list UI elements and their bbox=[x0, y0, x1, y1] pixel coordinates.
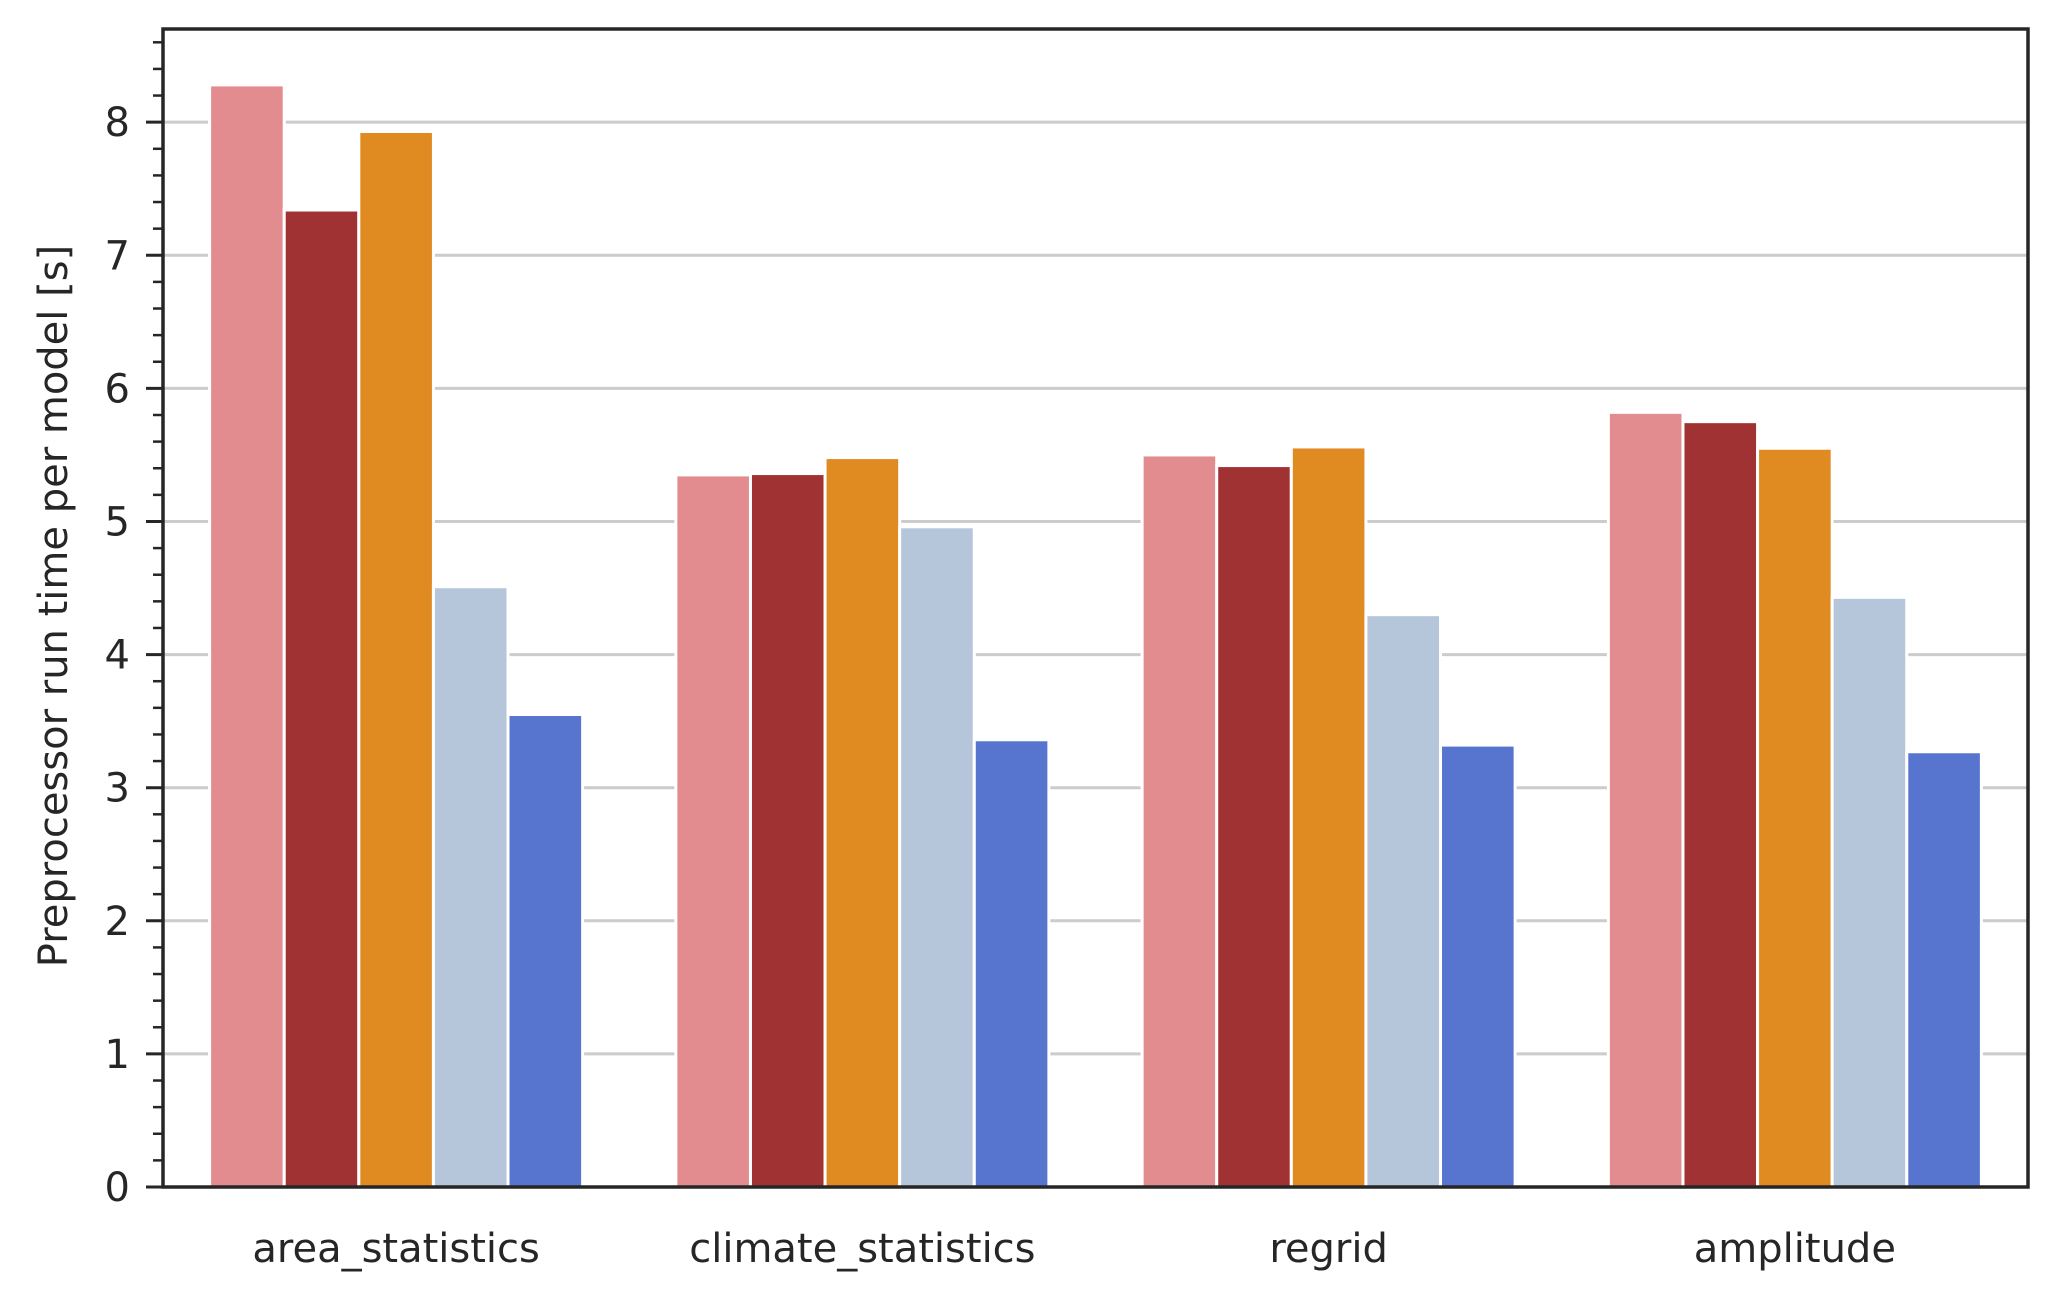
y-tick-label: 1 bbox=[105, 1032, 130, 1078]
bar bbox=[972, 738, 1051, 1189]
y-tick-label: 0 bbox=[105, 1165, 130, 1211]
bar bbox=[1830, 595, 1909, 1189]
bar bbox=[1681, 420, 1760, 1189]
bar bbox=[1606, 410, 1685, 1189]
y-tick-label: 2 bbox=[105, 899, 130, 945]
y-tick-label: 4 bbox=[105, 633, 130, 679]
x-tick-label: area_statistics bbox=[252, 1226, 540, 1272]
bar bbox=[506, 712, 585, 1189]
x-tick-label: amplitude bbox=[1694, 1226, 1896, 1272]
x-tick-label: regrid bbox=[1269, 1226, 1388, 1272]
y-tick-label: 3 bbox=[105, 766, 130, 812]
y-tick-label: 5 bbox=[105, 499, 130, 545]
bar bbox=[431, 585, 510, 1189]
axes: area_statistics climate_statistics regrid a… bbox=[105, 27, 2030, 1272]
bar bbox=[898, 525, 976, 1189]
bar bbox=[357, 129, 435, 1189]
bar bbox=[1140, 453, 1219, 1189]
bar bbox=[748, 472, 827, 1189]
bar bbox=[1905, 750, 1983, 1189]
bar bbox=[1215, 464, 1293, 1189]
bar bbox=[1439, 743, 1517, 1189]
bar bbox=[823, 456, 902, 1189]
x-tick-label: climate_statistics bbox=[689, 1226, 1035, 1272]
bar bbox=[282, 208, 361, 1189]
y-axis-label: Preprocessor run time per model [s] bbox=[31, 245, 77, 967]
plot-frame bbox=[161, 27, 2030, 1189]
bar bbox=[674, 473, 752, 1189]
bars bbox=[208, 83, 1983, 1189]
bar bbox=[1756, 446, 1834, 1189]
y-tick-label: 7 bbox=[105, 233, 130, 279]
bar bbox=[208, 83, 286, 1189]
bar bbox=[1364, 613, 1443, 1189]
bar bbox=[1289, 445, 1368, 1189]
y-tick-label: 8 bbox=[105, 100, 130, 146]
y-tick-label: 6 bbox=[105, 366, 130, 412]
